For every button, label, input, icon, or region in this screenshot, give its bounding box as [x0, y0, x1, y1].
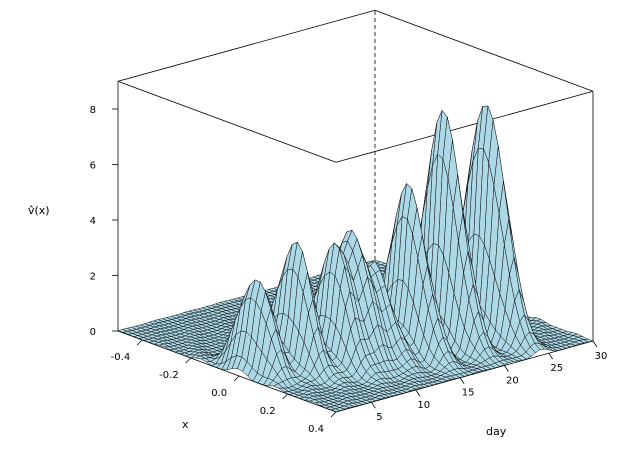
box-edge-front-day	[335, 340, 594, 413]
plot-box-front	[117, 330, 594, 413]
plot-box-back	[117, 9, 594, 341]
x-axis-label: x	[182, 418, 189, 431]
x-axis: -0.4 -0.2 0.0 0.2 0.4	[111, 339, 337, 435]
x-tick-mark	[330, 411, 337, 418]
day-tick-mark	[371, 401, 376, 409]
x-tick-label: 0.2	[260, 406, 276, 417]
day-axis: 5 10 15 20 25 30	[371, 340, 608, 423]
x-tick-mark	[233, 375, 240, 382]
day-tick-mark	[504, 365, 509, 372]
x-tick-mark	[185, 357, 191, 364]
x-tick-label: -0.4	[111, 352, 131, 363]
surface-mesh	[117, 105, 594, 413]
box-edge-top-back	[117, 9, 376, 82]
z-axis-label: v̂(x)	[28, 204, 50, 217]
day-tick-label: 10	[417, 400, 430, 411]
z-tick-label: 2	[90, 272, 96, 283]
day-tick-label: 20	[506, 376, 519, 387]
day-tick-mark	[415, 389, 421, 397]
day-tick-mark	[592, 340, 598, 348]
day-tick-mark	[459, 377, 465, 384]
box-edge-front-x	[117, 330, 337, 413]
box-edge-top-left	[117, 80, 337, 163]
day-axis-label: day	[486, 425, 507, 438]
day-tick-mark	[548, 352, 554, 360]
x-tick-mark	[136, 339, 143, 346]
box-edge-top-right	[374, 9, 594, 92]
z-tick-label: 0	[90, 327, 96, 338]
x-tick-label: -0.2	[159, 370, 179, 381]
z-tick-label: 8	[90, 105, 96, 116]
x-tick-mark	[282, 393, 288, 400]
x-tick-label: 0.0	[211, 388, 227, 399]
z-tick-label: 4	[90, 216, 96, 227]
z-tick-label: 6	[90, 161, 96, 172]
box-edge-top-front	[335, 90, 594, 163]
day-tick-label: 15	[462, 388, 475, 399]
day-tick-label: 30	[595, 351, 608, 362]
x-tick-label: 0.4	[308, 424, 324, 435]
z-axis: 0 2 4 6 8	[90, 105, 118, 338]
day-tick-label: 25	[550, 363, 563, 374]
day-tick-label: 5	[376, 412, 382, 423]
